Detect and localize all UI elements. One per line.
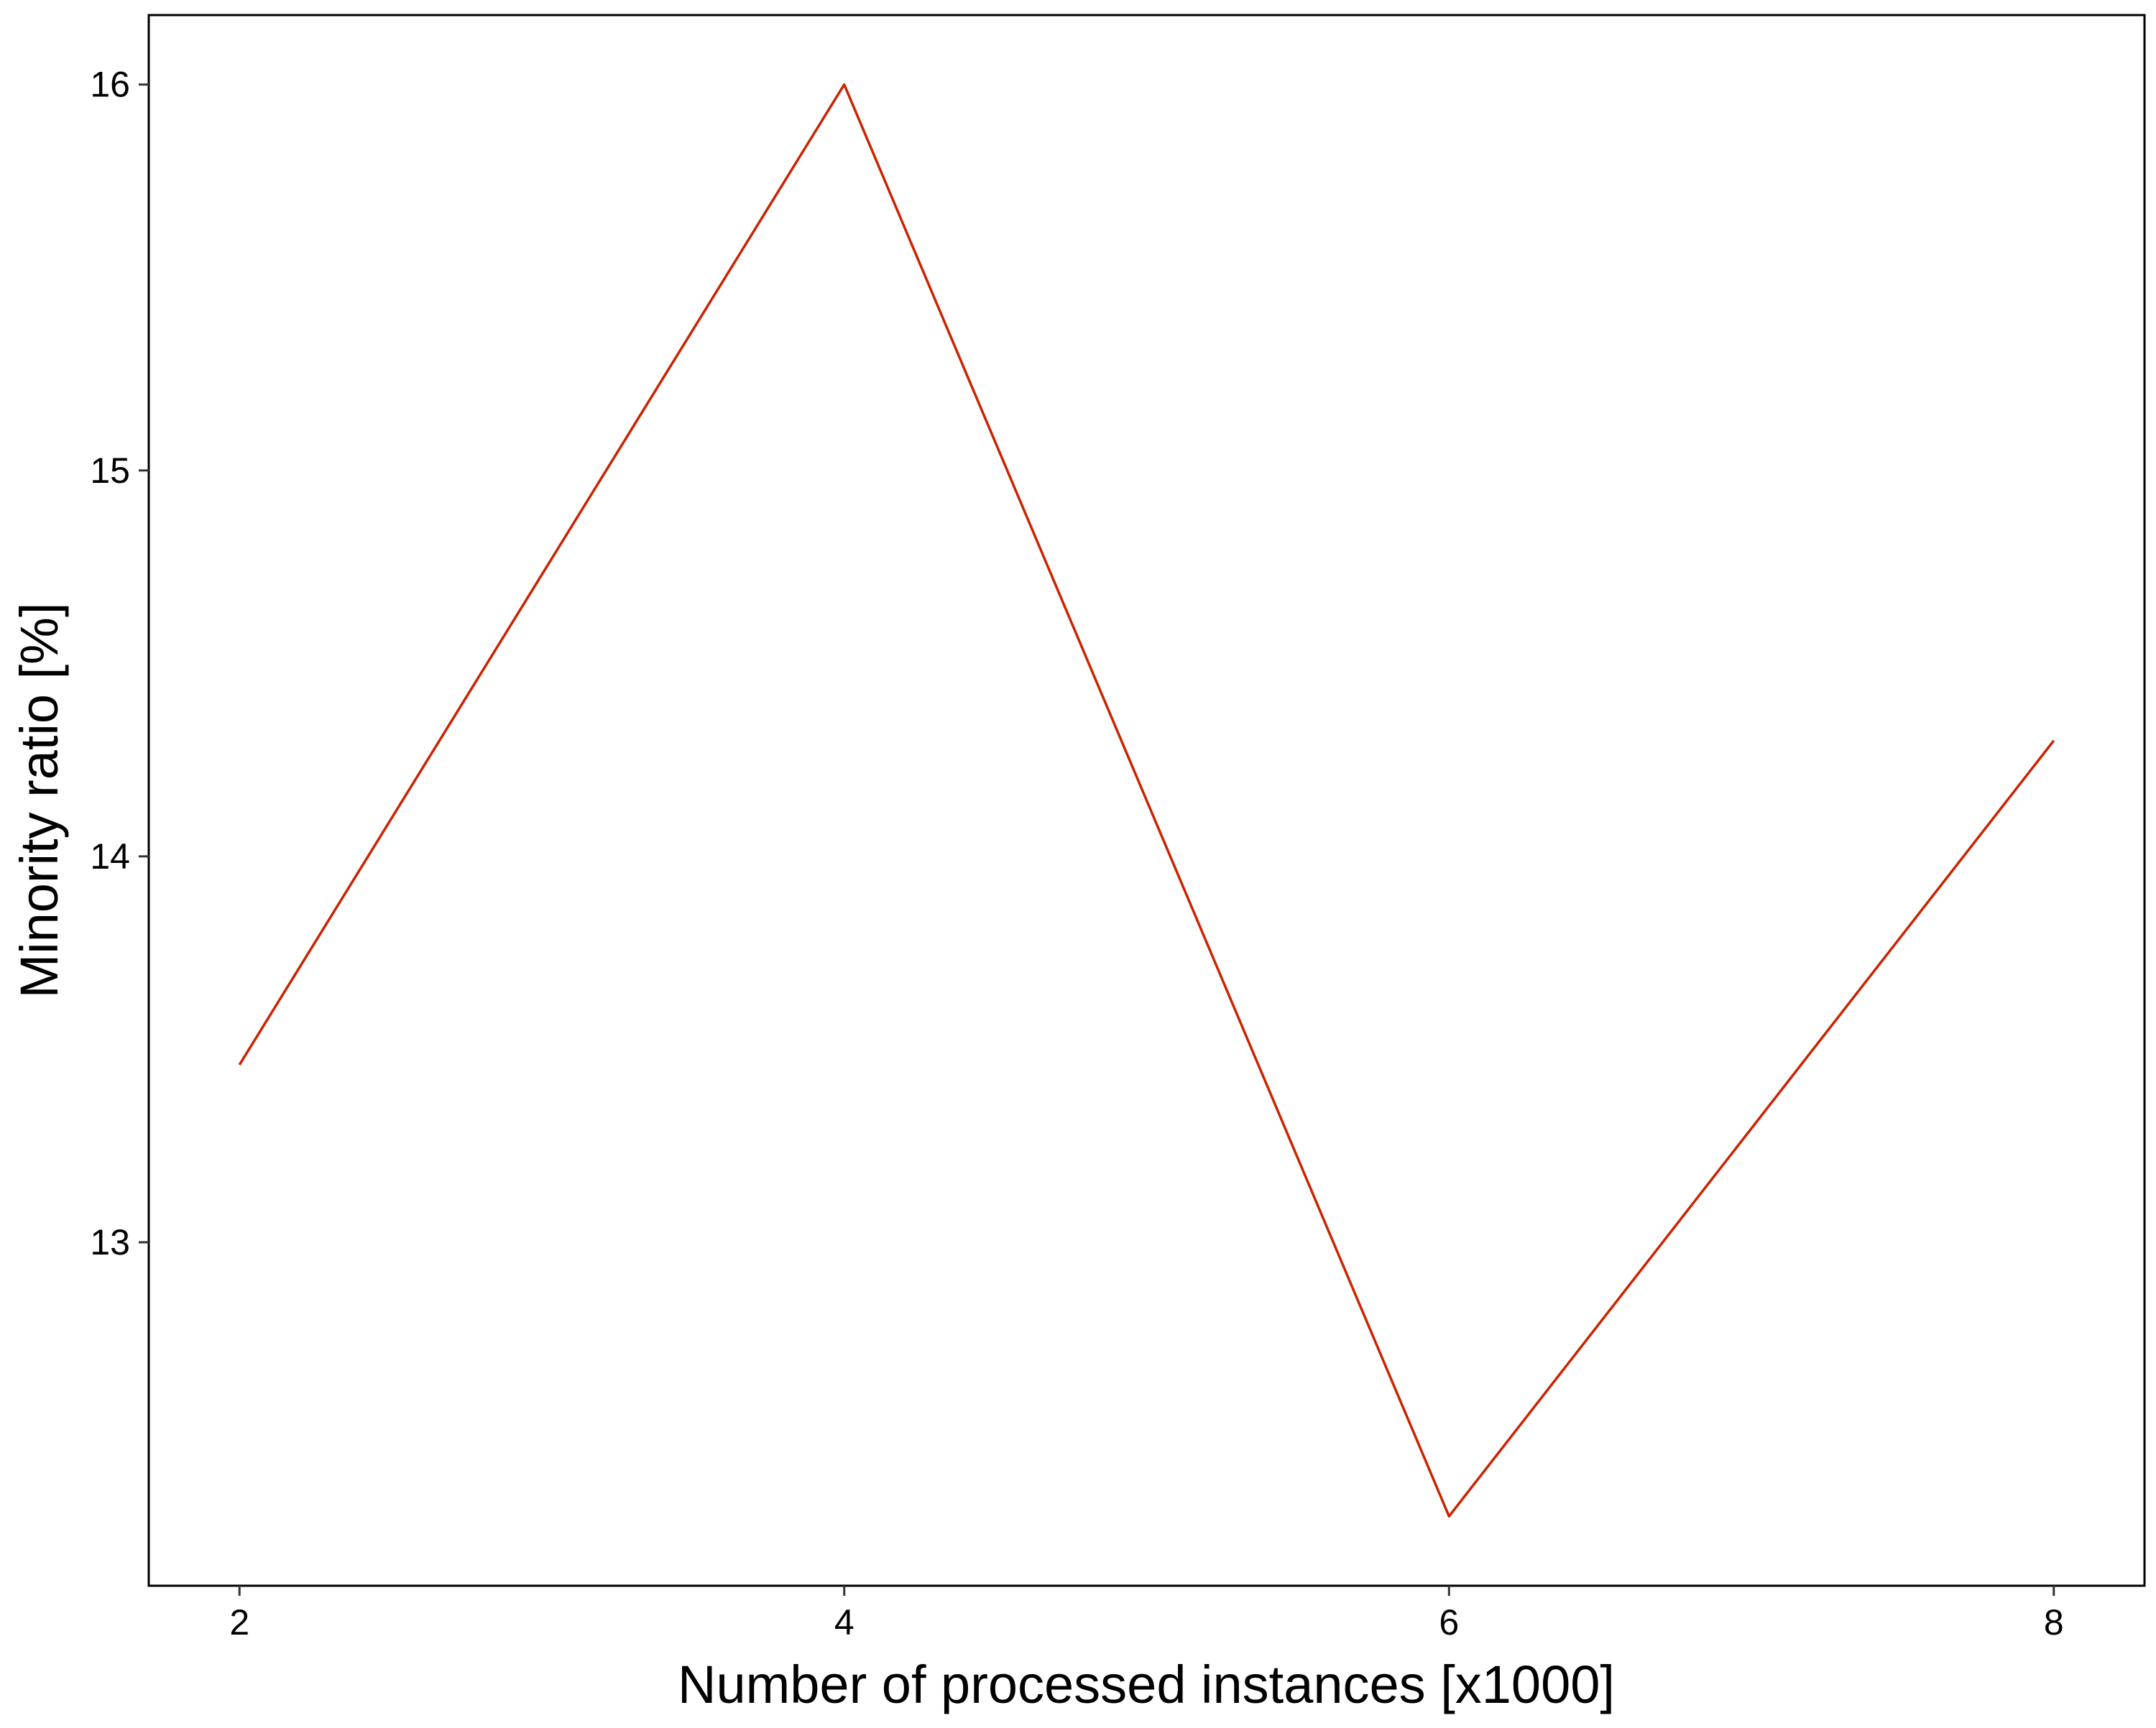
x-tick-label: 6 xyxy=(1439,1602,1459,1642)
series-line xyxy=(238,83,2055,1518)
y-tick-label: 15 xyxy=(90,451,130,491)
y-tick-label: 13 xyxy=(90,1222,130,1262)
y-axis: 13 14 15 16 xyxy=(90,65,149,1262)
y-tick-label: 14 xyxy=(90,836,130,877)
y-axis-title: Minority ratio [%] xyxy=(9,602,69,998)
x-axis: 2 4 6 8 xyxy=(229,1586,2064,1642)
x-tick-label: 2 xyxy=(229,1602,249,1642)
series-layer xyxy=(238,83,2055,1518)
x-axis-title: Number of processed instances [x1000] xyxy=(678,1655,1615,1714)
y-tick-label: 16 xyxy=(90,65,130,105)
x-tick-label: 8 xyxy=(2044,1602,2064,1642)
x-tick-label: 4 xyxy=(834,1602,854,1642)
